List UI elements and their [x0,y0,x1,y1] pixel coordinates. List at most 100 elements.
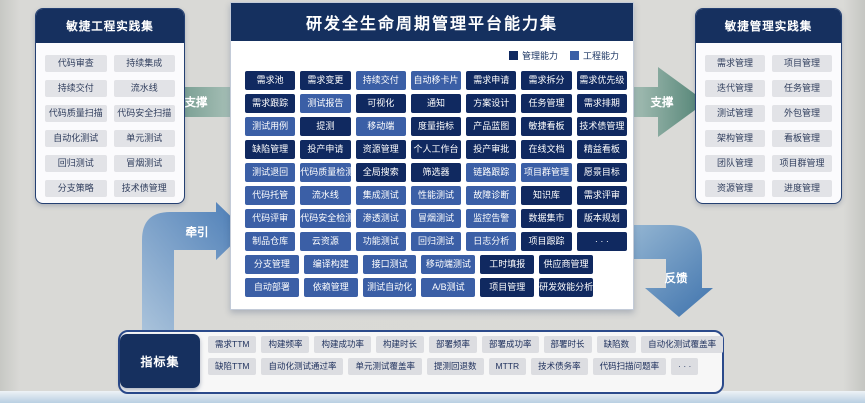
practice-chip: 资源管理 [705,180,765,197]
bottom-reflection-strip [0,391,865,403]
practice-chip: 回归测试 [45,155,107,172]
capability-cell: 技术债管理 [576,117,627,136]
capability-cell: 投产审批 [466,140,517,159]
management-practices-title: 敏捷管理实践集 [696,9,841,43]
capability-cell: 流水线 [300,186,351,205]
metric-chip: 单元测试覆盖率 [348,358,422,375]
capability-cell: 在线文档 [521,140,572,159]
legend-swatch-mgmt [508,51,518,60]
capability-cell: 依赖管理 [303,278,358,297]
capability-cell: 集成测试 [355,186,406,205]
capability-cell: 项目跟踪 [521,232,572,251]
pull-label: 牵引 [186,225,209,239]
capability-cell: 移动端 [355,117,406,136]
capability-cell: 项目群管理 [521,163,572,182]
capability-cell: 可视化 [355,94,406,113]
metric-chip: 提测回退数 [427,358,484,375]
practice-chip: 进度管理 [772,180,832,197]
capability-cell: 需求跟踪 [245,94,296,113]
metric-chip: 部署时长 [543,336,592,353]
practice-chip: 持续集成 [113,55,175,72]
capability-cell: A/B测试 [421,278,476,297]
capability-cell: 度量指标 [410,117,462,136]
legend-item: 工程能力 [569,49,619,62]
capability-cell: 缺陷管理 [245,140,296,159]
capability-cell: · · · [576,232,627,251]
capability-cell: 日志分析 [466,232,517,251]
capability-row: 需求池 需求变更 持续交付 自动移卡片 需求申请 需求拆分 需求优先级 [245,71,627,90]
platform-title: 研发全生命周期管理平台能力集 [305,16,558,33]
metric-rows: 需求TTM 构建频率 构建成功率 构建时长 部署频率 部署成功率 部署时长 缺陷数 自动化测试覆… [208,336,724,375]
capability-cell: 测试自动化 [362,278,417,297]
practice-chip: 外包管理 [772,105,832,122]
platform-header: 研发全生命周期管理平台能力集 [231,3,633,41]
practice-chip: 迭代管理 [705,80,765,97]
capability-cell: 个人工作台 [410,140,462,159]
practice-chip: 持续交付 [45,80,107,97]
capability-cell: 分支管理 [245,255,299,274]
feedback-arrow: 反馈 [612,225,713,317]
metric-row: 需求TTM 构建频率 构建成功率 构建时长 部署频率 部署成功率 部署时长 缺陷数 自动化测试覆… [208,336,724,353]
capability-cell: 监控告警 [466,209,517,228]
capability-cell: 愿景目标 [576,163,627,182]
capability-row: 制品仓库 云资源 功能测试 回归测试 日志分析 项目跟踪 · · · [245,232,627,251]
capability-cell: 投产申请 [300,140,351,159]
metric-chip: 缺陷TTM [208,358,257,375]
legend-label: 工程能力 [582,51,619,61]
metric-row: 缺陷TTM 自动化测试通过率 单元测试覆盖率 提测回退数 MTTR 技术债务率 代码扫描问题… [208,358,716,375]
capability-cell: 代码质量检测 [300,163,351,182]
legend-swatch-eng [569,51,579,60]
capability-cell: 全局搜索 [355,163,406,182]
metric-chip: 部署频率 [429,336,478,353]
capability-cell: 工时填报 [480,255,535,274]
practice-chip: 测试管理 [705,105,765,122]
capability-cell: 资源管理 [355,140,406,159]
capability-cell: 需求申请 [466,71,517,90]
capability-cell: 自动部署 [245,278,299,297]
capability-cell: 需求池 [245,71,296,90]
capability-cell: 任务管理 [521,94,572,113]
capability-cell: 自动移卡片 [410,71,462,90]
practice-chip: 看板管理 [772,130,832,147]
right-panel-body: 需求管理 项目管理 迭代管理 任务管理 测试管理 外包管理 架构管理 看板管理 团队管理 项目群管… [696,43,841,209]
capability-cell: 持续交付 [355,71,406,90]
capability-cell: 测试退回 [245,163,296,182]
metric-chip: 构建时长 [376,336,425,353]
capability-row: 缺陷管理 投产申请 资源管理 个人工作台 投产审批 在线文档 精益看板 [245,140,627,159]
capability-cell: 需求变更 [300,71,351,90]
practice-chip: 分支策略 [45,180,107,197]
practice-chip: 技术债管理 [113,180,175,197]
capability-row: 自动部署 依赖管理 测试自动化 A/B测试 项目管理 研发效能分析 [245,278,593,297]
metric-chip: MTTR [488,358,527,375]
metric-chip: 自动化测试覆盖率 [641,336,724,353]
capability-cell: 筛选器 [410,163,462,182]
practice-chip: 流水线 [113,80,175,97]
capability-cell: 代码安全检测 [300,209,351,228]
capability-cell: 知识库 [521,186,572,205]
capability-cell: 回归测试 [410,232,462,251]
capability-cell: 敏捷看板 [521,117,572,136]
capability-cell: 产品蓝图 [466,117,517,136]
metrics-title: 指标集 [120,334,200,388]
capability-cell: 需求拆分 [521,71,572,90]
capability-row: 代码评审 代码安全检测 渗透测试 冒烟测试 监控告警 数据集市 版本规划 [245,209,627,228]
capability-cell: 测试报告 [300,94,351,113]
capability-cell: 测试用例 [245,117,296,136]
capability-cell: 接口测试 [362,255,417,274]
engineering-practices-panel: 敏捷工程实践集 代码审查 持续集成 持续交付 流水线 代码质量扫描 代码安全扫描 自动化测试… [35,8,185,204]
capability-cell: 冒烟测试 [410,209,462,228]
capability-cell: 编译构建 [303,255,358,274]
capability-cell: 方案设计 [466,94,517,113]
capability-cell: 精益看板 [576,140,627,159]
capability-cell: 链路跟踪 [466,163,517,182]
feedback-label: 反馈 [665,271,688,285]
practice-chip: 代码质量扫描 [45,105,107,122]
metric-chip: 构建频率 [261,336,310,353]
capability-cell: 数据集市 [521,209,572,228]
metric-chip: 需求TTM [208,336,257,353]
metric-chip: · · · [671,358,699,375]
capability-cell: 云资源 [300,232,351,251]
practice-chip: 项目群管理 [772,155,832,172]
support-right-label: 支撑 [650,95,674,109]
capability-row: 需求跟踪 测试报告 可视化 通知 方案设计 任务管理 需求排期 [245,94,627,113]
